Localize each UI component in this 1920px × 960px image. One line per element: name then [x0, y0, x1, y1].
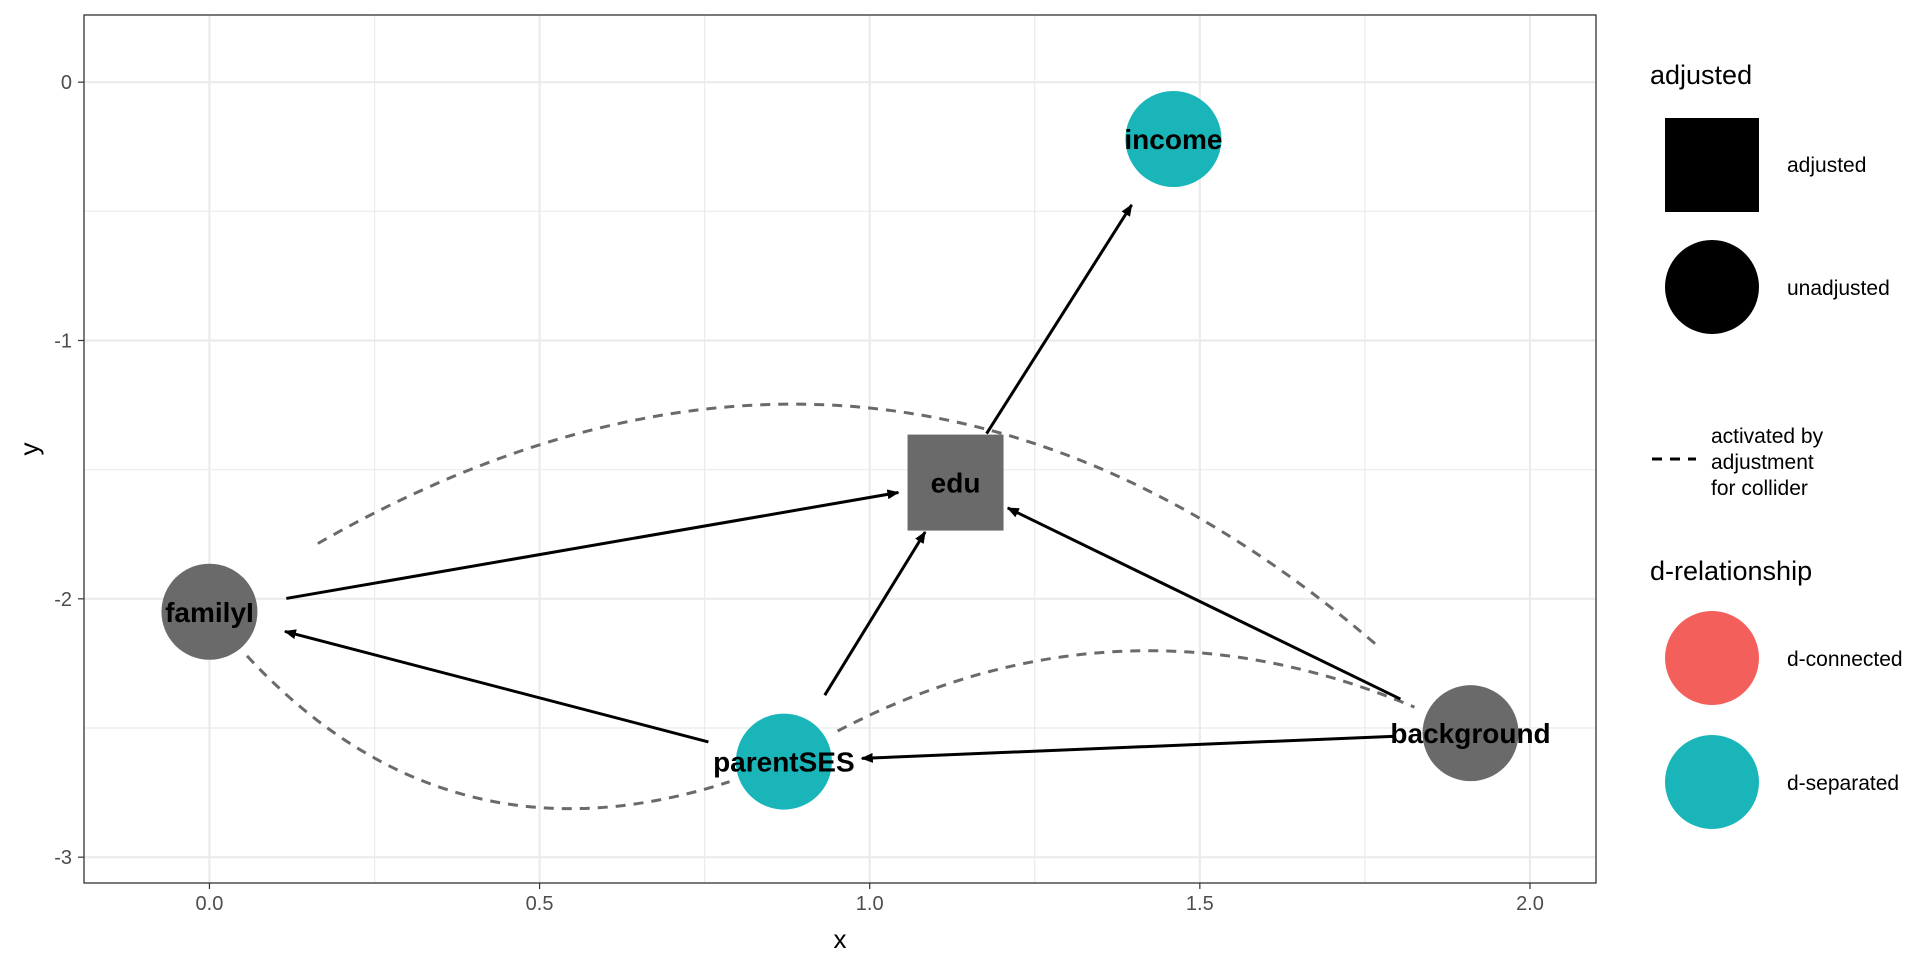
node-label-background: background: [1390, 718, 1550, 749]
legend-label-collider-line: for collider: [1711, 477, 1808, 500]
edge-familyI-edu: [286, 489, 900, 600]
y-tick-label: -1: [54, 331, 72, 353]
legend-label-d-separated: d-separated: [1787, 772, 1899, 795]
legend-key-d-connected: [1665, 611, 1759, 705]
directed-edges: [283, 204, 1402, 763]
collider-edges: [245, 402, 1416, 811]
node-edu: [907, 434, 1004, 531]
axes: 0.0 0.5 1.0 1.5 2.0 0 -1 -2 -3 x y: [14, 72, 1544, 954]
legend-title-d-relationship: d-relationship: [1650, 556, 1812, 586]
x-tick-label: 0.5: [526, 893, 554, 915]
collider-edge-parentSES-background: [836, 649, 1416, 733]
legend-label-adjusted: adjusted: [1787, 154, 1866, 177]
nodes: [161, 91, 1519, 810]
legend-label-collider-line: activated by: [1711, 425, 1824, 448]
node-background: [1422, 685, 1519, 782]
legend-label-d-connected: d-connected: [1787, 648, 1903, 671]
legend-label-collider-line: adjustment: [1711, 451, 1814, 474]
collider-edge-familyI-parentSES: [245, 654, 731, 811]
legend-label-unadjusted: unadjusted: [1787, 277, 1890, 300]
edge-parentSES-edu: [823, 531, 927, 696]
y-axis-title: y: [14, 443, 44, 456]
y-tick-label: -2: [54, 589, 72, 611]
node-labels: income edu familyI parentSES background: [165, 124, 1551, 778]
x-tick-label: 2.0: [1516, 893, 1544, 915]
legend-title-adjusted: adjusted: [1650, 60, 1752, 90]
node-label-parentSES: parentSES: [713, 747, 855, 778]
y-tick-label: -3: [54, 847, 72, 869]
x-tick-label: 1.0: [856, 893, 884, 915]
collider-edge-familyI-background: [317, 402, 1379, 647]
node-label-income: income: [1124, 124, 1222, 155]
edge-background-edu: [1006, 506, 1402, 701]
x-axis-title: x: [834, 924, 847, 954]
legend-key-square: [1665, 118, 1759, 212]
edge-edu-income: [985, 204, 1133, 435]
edge-parentSES-familyI: [283, 629, 709, 744]
legend-key-d-separated: [1665, 735, 1759, 829]
node-familyI: [161, 563, 258, 660]
legend: adjusted adjusted unadjusted activated by ad…: [1650, 60, 1903, 829]
y-tick-label: 0: [61, 72, 72, 94]
x-tick-label: 1.5: [1186, 893, 1214, 915]
plot-panel-border: [83, 14, 1597, 884]
node-label-edu: edu: [931, 468, 981, 499]
node-income: [1125, 91, 1222, 187]
node-label-familyI: familyI: [165, 597, 254, 628]
node-parentSES: [735, 713, 832, 810]
edge-background-parentSES: [860, 734, 1393, 763]
legend-key-circle: [1665, 240, 1759, 334]
x-tick-label: 0.0: [196, 893, 224, 915]
